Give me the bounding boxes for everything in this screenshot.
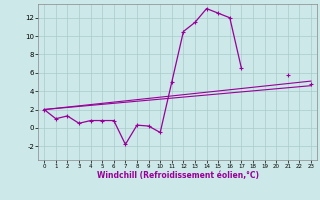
X-axis label: Windchill (Refroidissement éolien,°C): Windchill (Refroidissement éolien,°C): [97, 171, 259, 180]
